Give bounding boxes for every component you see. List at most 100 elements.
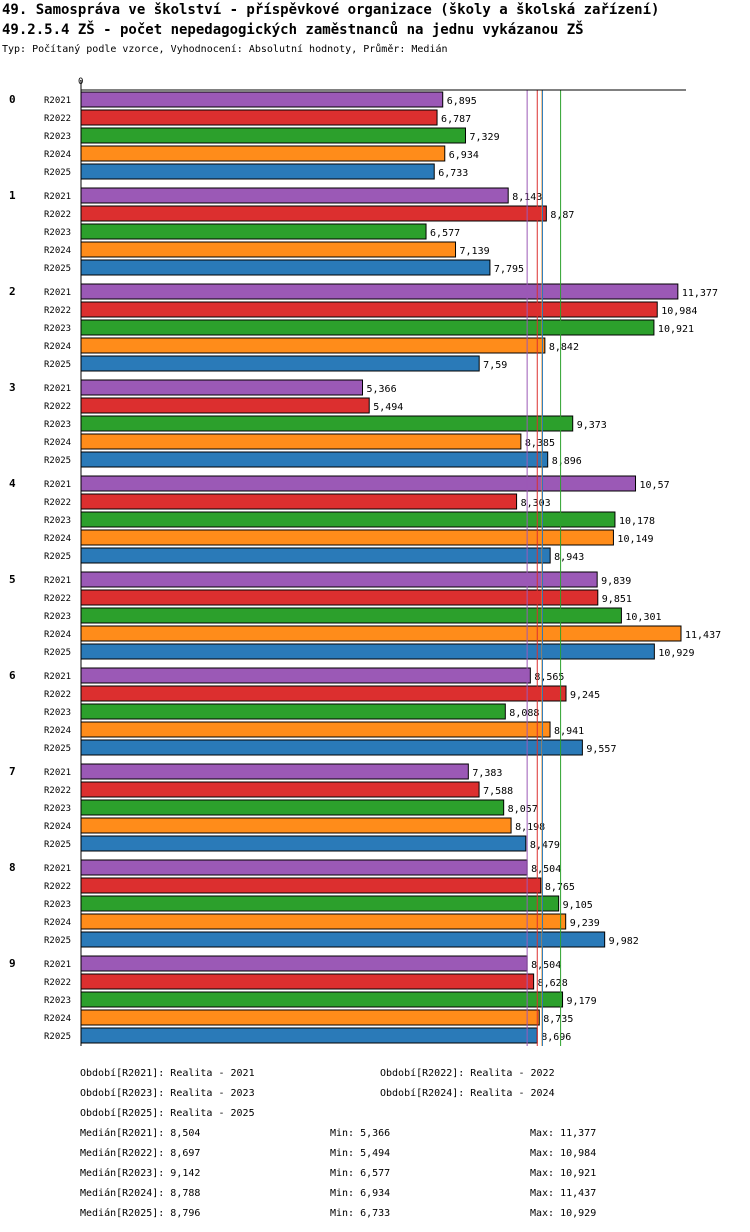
bar (80, 379, 364, 396)
stat-max: Max: 10,929 (530, 1208, 597, 1219)
group-label: 0 (9, 93, 16, 106)
bar (80, 763, 469, 780)
bar (80, 241, 457, 258)
category-label: R2021 (44, 384, 71, 394)
data-label: 7,383 (472, 768, 502, 779)
stat-median: Medián[R2022]: 8,697 (80, 1148, 201, 1159)
legend-period-r2025: Období[R2025]: Realita - 2025 (80, 1108, 255, 1119)
bar (80, 355, 480, 372)
category-label: R2021 (44, 672, 71, 682)
data-label: 5,366 (367, 384, 397, 395)
bar (80, 607, 622, 624)
stat-median: Medián[R2021]: 8,504 (80, 1128, 201, 1139)
category-label: R2021 (44, 960, 71, 970)
bar (80, 739, 583, 756)
category-label: R2024 (44, 534, 71, 544)
data-label: 6,787 (441, 114, 471, 125)
stat-max: Max: 10,921 (530, 1168, 597, 1179)
stat-median: Medián[R2023]: 9,142 (80, 1168, 201, 1179)
category-label: R2022 (44, 402, 71, 412)
category-label: R2025 (44, 648, 71, 658)
data-label: 10,301 (625, 612, 661, 623)
data-label: 7,795 (494, 264, 524, 275)
category-label: R2023 (44, 132, 71, 142)
data-label: 9,851 (602, 594, 632, 605)
bar (80, 283, 679, 300)
data-label: 10,178 (619, 516, 655, 527)
category-label: R2023 (44, 708, 71, 718)
category-label: R2022 (44, 210, 71, 220)
data-label: 8,87 (550, 210, 574, 221)
category-label: R2022 (44, 114, 71, 124)
bar (80, 1009, 540, 1026)
bar (80, 187, 509, 204)
legend-period-r2023: Období[R2023]: Realita - 2023 (80, 1088, 255, 1099)
bar (80, 781, 480, 798)
category-label: R2022 (44, 690, 71, 700)
data-label: 9,239 (570, 918, 600, 929)
data-label: 8,088 (509, 708, 539, 719)
bar (80, 973, 535, 990)
category-label: R2023 (44, 612, 71, 622)
legend-period-r2022: Období[R2022]: Realita - 2022 (380, 1068, 555, 1079)
bar (80, 817, 512, 834)
bar (80, 703, 506, 720)
category-label: R2022 (44, 978, 71, 988)
data-label: 9,557 (586, 744, 616, 755)
data-label: 8,735 (543, 1014, 573, 1025)
chart-title: 49. Samospráva ve školství - příspěvkové… (2, 2, 660, 18)
data-label: 8,941 (554, 726, 584, 737)
stat-max: Max: 11,437 (530, 1188, 597, 1199)
data-label: 8,479 (530, 840, 560, 851)
bar (80, 493, 518, 510)
data-label: 8,943 (554, 552, 584, 563)
bar (80, 475, 637, 492)
bar (80, 127, 466, 144)
bar (80, 931, 606, 948)
bar (80, 913, 567, 930)
legend-period-r2021: Období[R2021]: Realita - 2021 (80, 1068, 255, 1079)
data-label: 8,198 (515, 822, 545, 833)
category-label: R2023 (44, 324, 71, 334)
group-label: 6 (9, 669, 16, 682)
stat-min: Min: 6,577 (330, 1168, 391, 1179)
data-label: 10,921 (658, 324, 694, 335)
data-label: 9,179 (567, 996, 597, 1007)
data-label: 8,504 (531, 960, 561, 971)
category-label: R2024 (44, 1014, 71, 1024)
category-label: R2021 (44, 768, 71, 778)
bar (80, 589, 599, 606)
category-label: R2025 (44, 264, 71, 274)
stat-min: Min: 5,366 (330, 1128, 391, 1139)
bar (80, 91, 444, 108)
data-label: 10,57 (640, 480, 670, 491)
category-label: R2025 (44, 840, 71, 850)
bar (80, 529, 614, 546)
bar (80, 991, 564, 1008)
bar (80, 205, 547, 222)
bar (80, 433, 522, 450)
bar (80, 799, 505, 816)
bar (80, 301, 658, 318)
category-label: R2024 (44, 918, 71, 928)
data-label: 8,565 (534, 672, 564, 683)
bar (80, 1027, 538, 1044)
data-label: 7,329 (469, 132, 499, 143)
category-label: R2025 (44, 936, 71, 946)
category-label: R2021 (44, 288, 71, 298)
stat-max: Max: 11,377 (530, 1128, 597, 1139)
category-label: R2024 (44, 342, 71, 352)
category-label: R2025 (44, 744, 71, 754)
stat-median: Medián[R2025]: 8,796 (80, 1208, 201, 1219)
bar (80, 859, 528, 876)
bar (80, 511, 616, 528)
data-label: 10,929 (658, 648, 694, 659)
category-label: R2022 (44, 594, 71, 604)
bar (80, 721, 551, 738)
bar (80, 643, 655, 660)
group-label: 4 (9, 477, 16, 490)
bar (80, 259, 491, 276)
stat-min: Min: 6,934 (330, 1188, 391, 1199)
data-label: 10,984 (661, 306, 697, 317)
data-label: 6,577 (430, 228, 460, 239)
